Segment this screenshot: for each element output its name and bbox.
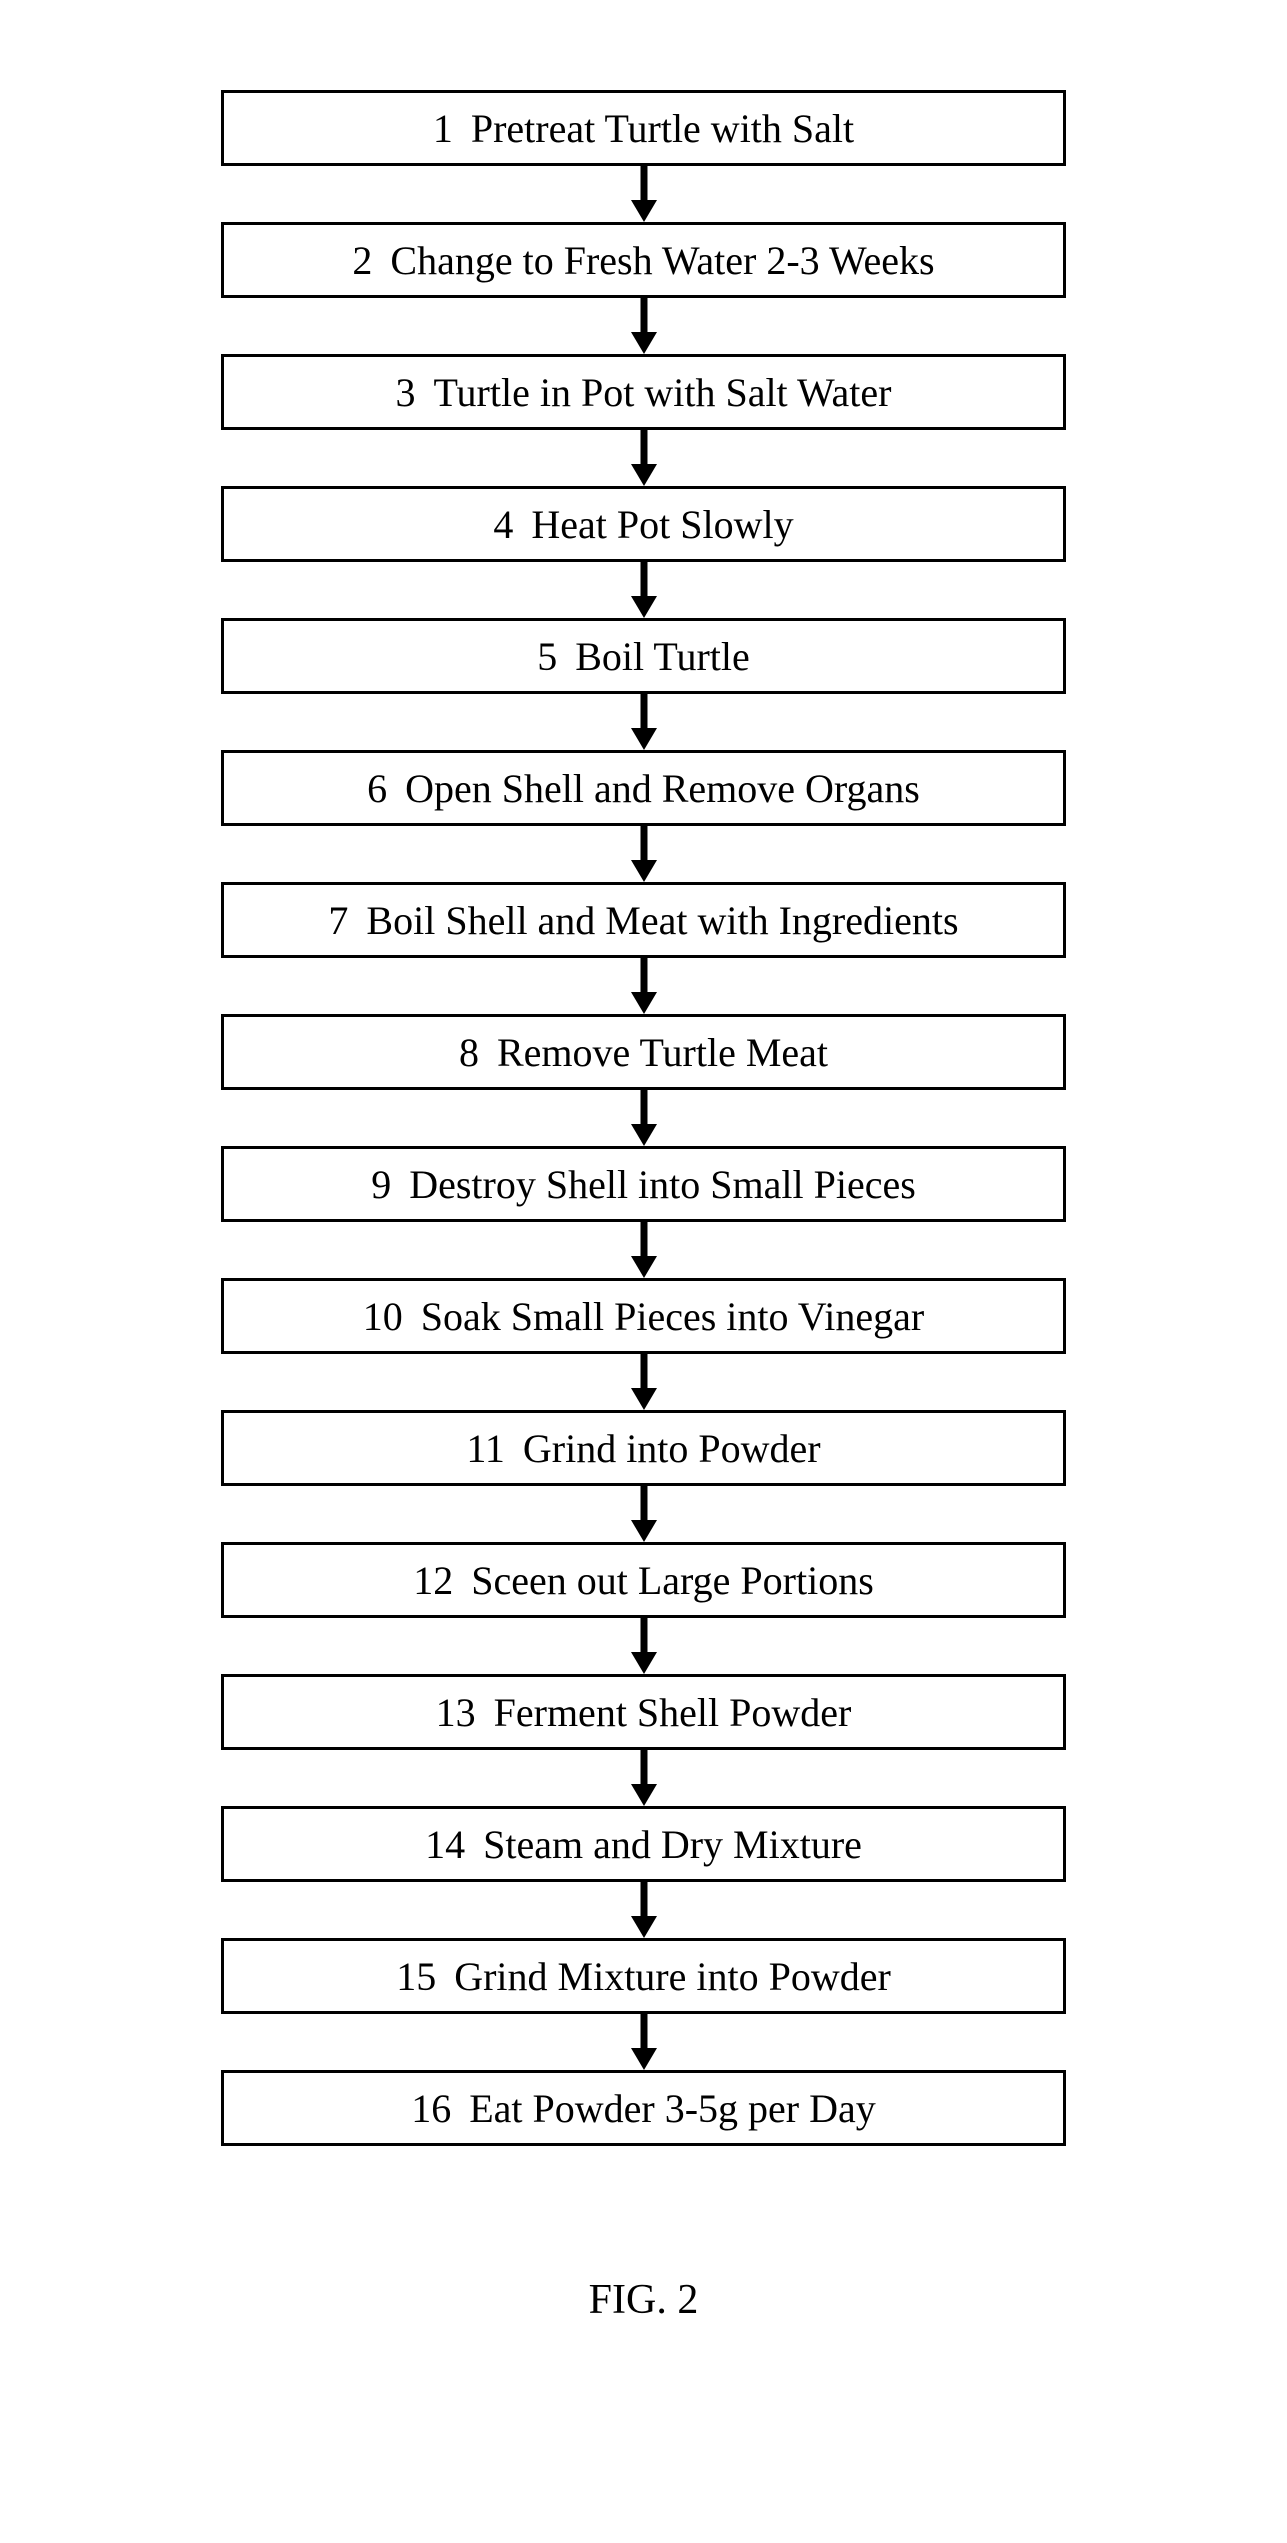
arrow-connector bbox=[628, 1882, 660, 1938]
down-arrow-icon bbox=[628, 1486, 660, 1542]
flow-step-12: 12 Sceen out Large Portions bbox=[221, 1542, 1066, 1618]
step-number: 8 bbox=[459, 1029, 479, 1076]
figure-caption: FIG. 2 bbox=[589, 2276, 699, 2324]
down-arrow-icon bbox=[628, 1090, 660, 1146]
flow-step-5: 5 Boil Turtle bbox=[221, 618, 1066, 694]
step-number: 7 bbox=[328, 897, 348, 944]
arrow-connector bbox=[628, 1618, 660, 1674]
flow-step-16: 16 Eat Powder 3-5g per Day bbox=[221, 2070, 1066, 2146]
down-arrow-icon bbox=[628, 1882, 660, 1938]
arrow-connector bbox=[628, 1750, 660, 1806]
step-label: Destroy Shell into Small Pieces bbox=[409, 1161, 916, 1208]
down-arrow-icon bbox=[628, 430, 660, 486]
step-number: 16 bbox=[411, 2085, 451, 2132]
flow-step-3: 3 Turtle in Pot with Salt Water bbox=[221, 354, 1066, 430]
arrow-connector bbox=[628, 1486, 660, 1542]
arrow-connector bbox=[628, 694, 660, 750]
arrow-connector bbox=[628, 1354, 660, 1410]
step-label: Pretreat Turtle with Salt bbox=[471, 105, 854, 152]
down-arrow-icon bbox=[628, 1618, 660, 1674]
down-arrow-icon bbox=[628, 826, 660, 882]
step-number: 12 bbox=[413, 1557, 453, 1604]
step-label: Sceen out Large Portions bbox=[471, 1557, 874, 1604]
down-arrow-icon bbox=[628, 166, 660, 222]
step-label: Grind Mixture into Powder bbox=[454, 1953, 891, 2000]
flowchart-container: 1 Pretreat Turtle with Salt 2 Change to … bbox=[0, 0, 1287, 2324]
step-label: Grind into Powder bbox=[523, 1425, 821, 1472]
down-arrow-icon bbox=[628, 1222, 660, 1278]
arrow-connector bbox=[628, 958, 660, 1014]
step-label: Eat Powder 3-5g per Day bbox=[469, 2085, 876, 2132]
arrow-connector bbox=[628, 562, 660, 618]
flow-step-4: 4 Heat Pot Slowly bbox=[221, 486, 1066, 562]
arrow-connector bbox=[628, 1222, 660, 1278]
flow-step-14: 14 Steam and Dry Mixture bbox=[221, 1806, 1066, 1882]
arrow-connector bbox=[628, 298, 660, 354]
flow-step-2: 2 Change to Fresh Water 2-3 Weeks bbox=[221, 222, 1066, 298]
step-label: Remove Turtle Meat bbox=[497, 1029, 828, 1076]
step-number: 3 bbox=[396, 369, 416, 416]
flow-step-7: 7 Boil Shell and Meat with Ingredients bbox=[221, 882, 1066, 958]
flow-step-6: 6 Open Shell and Remove Organs bbox=[221, 750, 1066, 826]
step-number: 4 bbox=[493, 501, 513, 548]
flow-step-11: 11 Grind into Powder bbox=[221, 1410, 1066, 1486]
down-arrow-icon bbox=[628, 2014, 660, 2070]
arrow-connector bbox=[628, 1090, 660, 1146]
down-arrow-icon bbox=[628, 298, 660, 354]
down-arrow-icon bbox=[628, 1750, 660, 1806]
step-label: Heat Pot Slowly bbox=[531, 501, 793, 548]
step-label: Turtle in Pot with Salt Water bbox=[434, 369, 892, 416]
step-number: 6 bbox=[367, 765, 387, 812]
flow-step-1: 1 Pretreat Turtle with Salt bbox=[221, 90, 1066, 166]
down-arrow-icon bbox=[628, 1354, 660, 1410]
down-arrow-icon bbox=[628, 562, 660, 618]
step-number: 15 bbox=[396, 1953, 436, 2000]
step-number: 9 bbox=[371, 1161, 391, 1208]
step-number: 5 bbox=[537, 633, 557, 680]
flow-step-13: 13 Ferment Shell Powder bbox=[221, 1674, 1066, 1750]
arrow-connector bbox=[628, 2014, 660, 2070]
step-label: Change to Fresh Water 2-3 Weeks bbox=[390, 237, 934, 284]
arrow-connector bbox=[628, 826, 660, 882]
flow-step-15: 15 Grind Mixture into Powder bbox=[221, 1938, 1066, 2014]
step-number: 13 bbox=[436, 1689, 476, 1736]
arrow-connector bbox=[628, 430, 660, 486]
down-arrow-icon bbox=[628, 694, 660, 750]
step-label: Boil Turtle bbox=[575, 633, 750, 680]
step-number: 1 bbox=[433, 105, 453, 152]
step-label: Ferment Shell Powder bbox=[494, 1689, 852, 1736]
step-number: 14 bbox=[425, 1821, 465, 1868]
step-number: 10 bbox=[363, 1293, 403, 1340]
step-label: Steam and Dry Mixture bbox=[483, 1821, 862, 1868]
flow-step-9: 9 Destroy Shell into Small Pieces bbox=[221, 1146, 1066, 1222]
step-label: Boil Shell and Meat with Ingredients bbox=[366, 897, 958, 944]
step-number: 11 bbox=[466, 1425, 505, 1472]
step-number: 2 bbox=[352, 237, 372, 284]
flow-step-8: 8 Remove Turtle Meat bbox=[221, 1014, 1066, 1090]
step-label: Open Shell and Remove Organs bbox=[405, 765, 920, 812]
down-arrow-icon bbox=[628, 958, 660, 1014]
step-label: Soak Small Pieces into Vinegar bbox=[421, 1293, 924, 1340]
flow-step-10: 10 Soak Small Pieces into Vinegar bbox=[221, 1278, 1066, 1354]
arrow-connector bbox=[628, 166, 660, 222]
